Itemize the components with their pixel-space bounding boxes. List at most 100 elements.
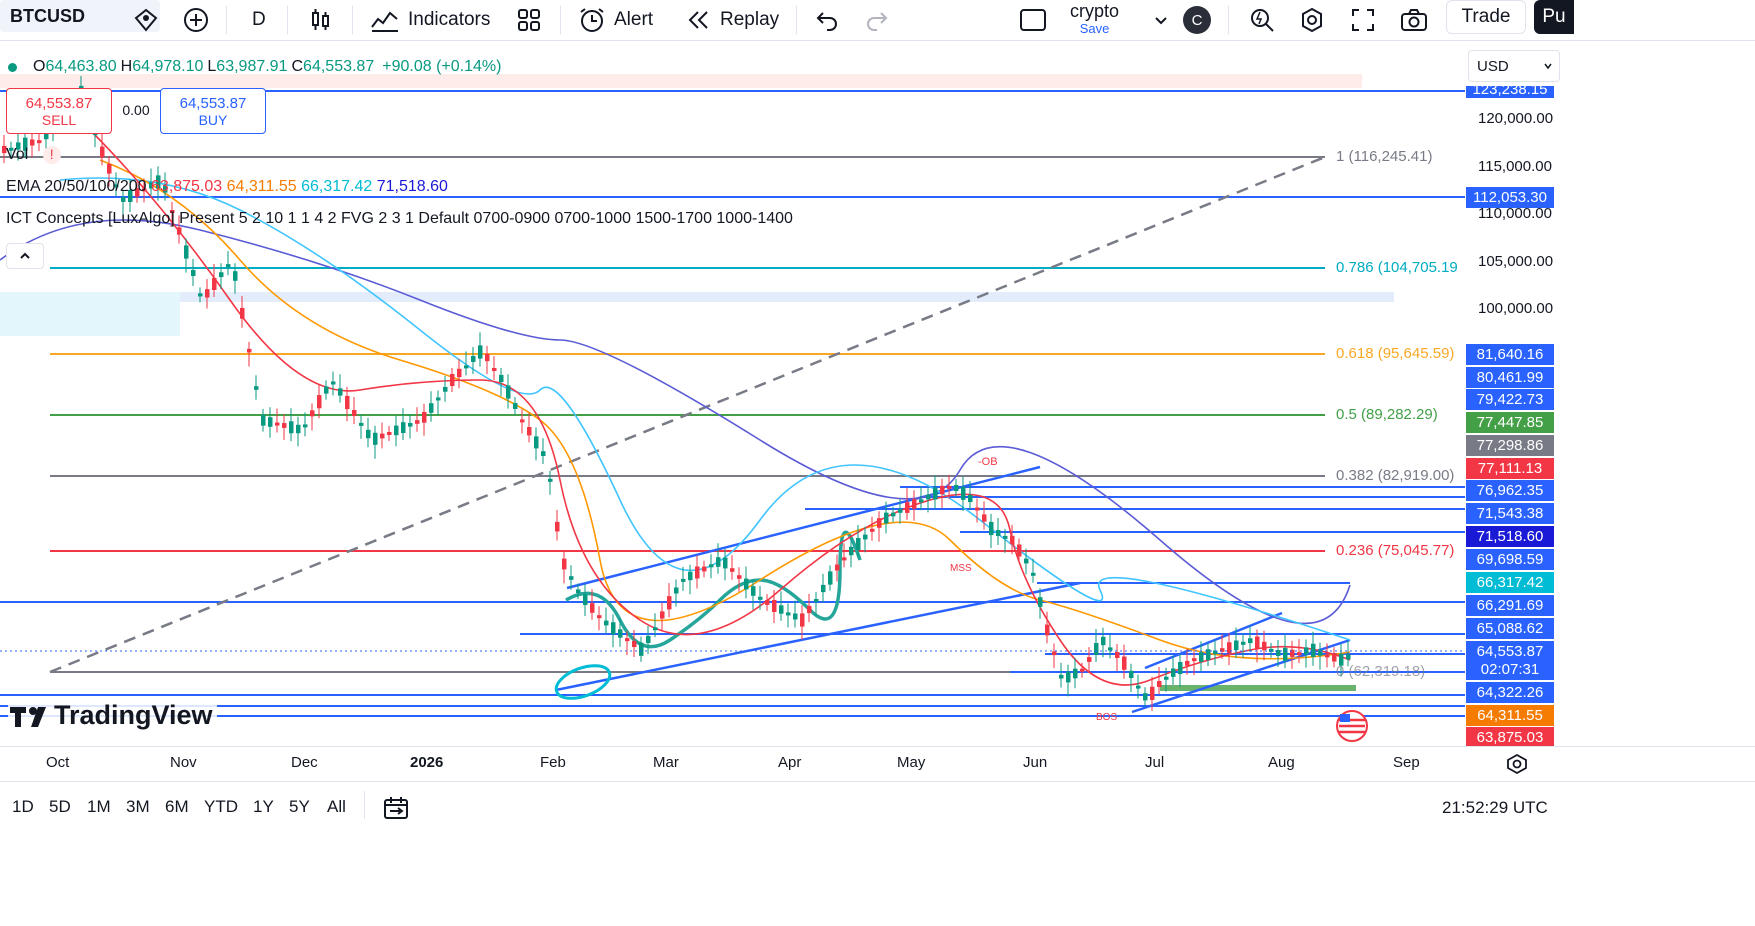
candle-body <box>772 600 777 612</box>
candle-body <box>289 421 294 434</box>
price-label: 76,962.35 <box>1466 480 1554 501</box>
range-button-5y[interactable]: 5Y <box>289 797 310 816</box>
range-button-6m[interactable]: 6M <box>165 797 189 816</box>
candle-body <box>359 422 364 426</box>
candle-body <box>569 576 574 580</box>
date-range-calendar-icon[interactable] <box>382 795 410 826</box>
candle-body <box>1262 641 1267 651</box>
candle-body <box>142 188 147 192</box>
replay-button[interactable]: Replay <box>686 0 779 40</box>
candle-body <box>331 381 336 385</box>
replay-icon <box>688 11 708 29</box>
bos-annotation: BOS <box>1096 712 1117 723</box>
candle-body <box>30 139 35 146</box>
interval-button[interactable]: D <box>252 0 266 40</box>
collapse-legend-chevron-up-icon[interactable] <box>6 243 44 269</box>
chart-pane[interactable]: -OB MSS BOS <box>0 41 1465 746</box>
fib-level-label: 0.236 (75,045.77) <box>1336 542 1455 559</box>
candle-body <box>1150 686 1155 700</box>
candle-body <box>1346 654 1351 660</box>
range-button-ytd[interactable]: YTD <box>204 797 238 816</box>
publish-button[interactable]: Pu <box>1534 0 1574 34</box>
ema20-line <box>89 129 1351 686</box>
buy-button[interactable]: 64,553.87 BUY <box>160 88 266 134</box>
range-button-1m[interactable]: 1M <box>87 797 111 816</box>
candle-body <box>632 641 637 647</box>
range-button-1d[interactable]: 1D <box>12 797 34 816</box>
alert-clock-icon <box>580 8 604 32</box>
avatar[interactable]: C <box>1183 0 1211 40</box>
quick-search-icon[interactable] <box>1248 0 1276 40</box>
range-button-5d[interactable]: 5D <box>49 797 71 816</box>
candle-body <box>1017 544 1022 557</box>
candle-body <box>898 509 903 513</box>
sell-button[interactable]: 64,553.87 SELL <box>6 88 112 134</box>
timezone-settings-icon[interactable] <box>1504 752 1530 781</box>
ema-indicator-legend[interactable]: EMA 20/50/100/200 63,875.03 64,311.55 66… <box>6 178 448 196</box>
add-favorite-icon[interactable] <box>132 0 160 40</box>
candle-body <box>429 403 434 413</box>
candle-body <box>128 190 133 202</box>
candle-body <box>625 638 630 642</box>
layout-name-button[interactable]: crypto Save <box>1070 0 1119 40</box>
candle-body <box>114 184 119 188</box>
range-button-1y[interactable]: 1Y <box>253 797 274 816</box>
highlight-ellipse[interactable] <box>552 659 614 704</box>
screenshot-camera-icon[interactable] <box>1400 0 1428 40</box>
candle-body <box>1003 535 1008 539</box>
candle-body <box>408 423 413 427</box>
redo-icon[interactable] <box>864 0 890 40</box>
layout-menu-chevron-down-icon[interactable] <box>1152 0 1170 40</box>
compare-symbol-icon[interactable] <box>182 0 210 40</box>
candle-body <box>842 557 847 561</box>
candle-body <box>688 571 693 581</box>
indicators-icon <box>371 11 398 32</box>
wedge-upper-line[interactable] <box>1144 611 1283 670</box>
candle-body <box>198 293 203 297</box>
us-flag-icon[interactable] <box>1336 710 1368 742</box>
candle-body <box>450 374 455 386</box>
channel-lower-line[interactable] <box>555 581 1081 692</box>
tradingview-watermark[interactable]: TradingView <box>8 700 217 731</box>
candle-body <box>982 514 987 522</box>
candle-body <box>828 571 833 585</box>
candle-body <box>324 386 329 394</box>
candle-body <box>821 584 826 593</box>
currency-select[interactable]: USD <box>1468 50 1560 82</box>
layout-select-icon[interactable] <box>1018 0 1048 40</box>
candle-body <box>317 395 322 409</box>
currency-chevron-down-icon <box>1544 63 1552 70</box>
time-axis[interactable] <box>0 746 1755 781</box>
candles-chart-type-icon[interactable] <box>308 0 334 40</box>
templates-icon[interactable] <box>516 0 542 40</box>
warning-icon[interactable]: ! <box>42 146 61 164</box>
price-label: 02:07:31 <box>1466 659 1554 680</box>
candle-body <box>149 182 154 189</box>
utc-clock[interactable]: 21:52:29 UTC <box>1442 798 1548 817</box>
symbol-search[interactable]: BTCUSD <box>0 0 160 32</box>
chart-canvas[interactable]: -OB MSS BOS <box>0 41 1465 746</box>
watermark-text: TradingView <box>54 700 213 730</box>
high-value: 64,978.10 <box>132 58 204 75</box>
candle-body <box>121 197 126 202</box>
candle-body <box>590 603 595 613</box>
trade-button[interactable]: Trade <box>1446 0 1526 34</box>
range-button-all[interactable]: All <box>327 797 346 816</box>
undo-icon[interactable] <box>814 0 840 40</box>
price-label: 81,640.16 <box>1466 344 1554 365</box>
candle-body <box>422 411 427 423</box>
indicators-button[interactable]: Indicators <box>370 0 490 40</box>
candle-body <box>737 575 742 579</box>
candle-body <box>863 534 868 540</box>
settings-gear-icon[interactable] <box>1298 0 1326 40</box>
ict-indicator-legend[interactable]: ICT Concepts [LuxAlgo] Present 5 2 10 1 … <box>6 210 793 228</box>
interval-label: D <box>252 9 266 30</box>
fullscreen-icon[interactable] <box>1350 0 1376 40</box>
price-label: 66,291.69 <box>1466 595 1554 616</box>
cup-pattern-curve[interactable] <box>565 530 862 649</box>
dashed-trendline[interactable] <box>49 155 1326 674</box>
range-button-3m[interactable]: 3M <box>126 797 150 816</box>
alert-button[interactable]: Alert <box>578 0 653 40</box>
volume-indicator-legend[interactable]: Vol ! <box>6 146 61 164</box>
candle-body <box>1115 652 1120 658</box>
